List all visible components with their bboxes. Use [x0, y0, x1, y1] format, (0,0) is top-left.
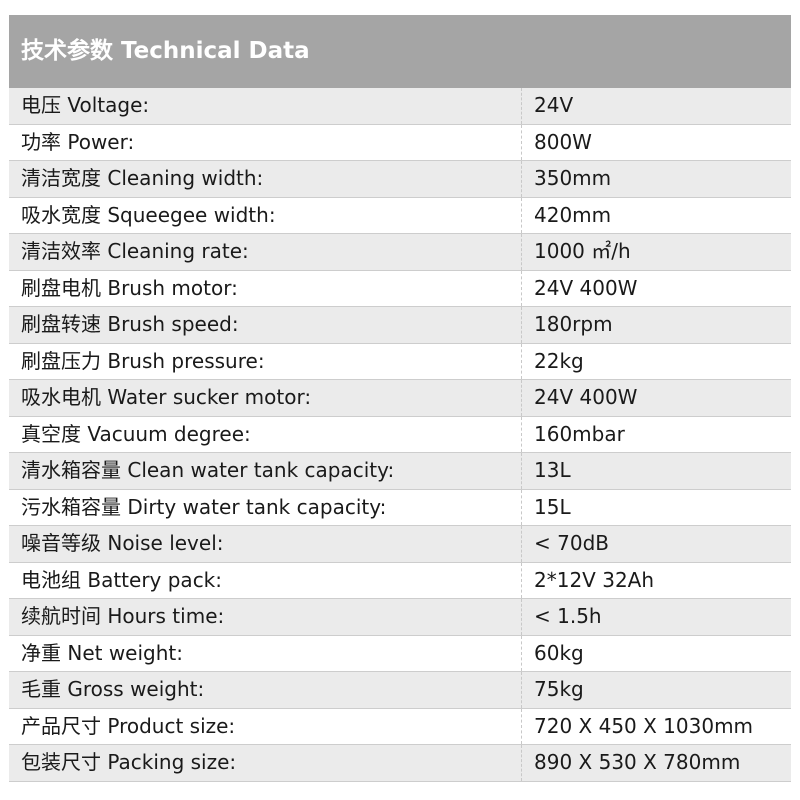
spec-label: 清水箱容量 Clean water tank capacity:: [9, 453, 522, 489]
spec-label: 功率 Power:: [9, 124, 522, 160]
spec-label: 刷盘电机 Brush motor:: [9, 270, 522, 306]
table-row: 清洁效率 Cleaning rate: 1000 ㎡/h: [9, 234, 791, 271]
spec-value: 24V 400W: [534, 275, 638, 300]
table-row: 毛重 Gross weight: 75kg: [9, 672, 791, 709]
table-row: 包装尺寸 Packing size: 890 X 530 X 780mm: [9, 745, 791, 782]
table-row: 清洁宽度 Cleaning width: 350mm: [9, 161, 791, 198]
table-row: 功率 Power: 800W: [9, 124, 791, 161]
spec-value: 22kg: [534, 348, 584, 373]
spec-label: 包装尺寸 Packing size:: [9, 745, 522, 781]
spec-label: 刷盘转速 Brush speed:: [9, 307, 522, 343]
spec-label: 污水箱容量 Dirty water tank capacity:: [9, 489, 522, 525]
spec-value: 1000 ㎡/h: [534, 239, 631, 263]
table-row: 电压 Voltage: 24V: [9, 88, 791, 125]
spec-label: 真空度 Vacuum degree:: [9, 416, 522, 452]
spec-label: 毛重 Gross weight:: [9, 672, 522, 708]
spec-value: 15L: [534, 494, 571, 519]
spec-label: 电压 Voltage:: [9, 88, 522, 124]
table-row: 噪音等级 Noise level: < 70dB: [9, 526, 791, 563]
spec-value: 800W: [534, 129, 592, 154]
spec-value: < 1.5h: [534, 604, 602, 628]
table-row: 吸水电机 Water sucker motor: 24V 400W: [9, 380, 791, 417]
table-row: 刷盘压力 Brush pressure: 22kg: [9, 343, 791, 380]
table-row: 刷盘转速 Brush speed: 180rpm: [9, 307, 791, 344]
spec-table: 电压 Voltage: 24V 功率 Power: 800W 清洁宽度 Cleaning…: [9, 88, 791, 782]
table-title: 技术参数 Technical Data: [9, 15, 791, 88]
spec-value: 160mbar: [534, 421, 625, 446]
spec-value: 24V 400W: [534, 385, 638, 409]
spec-value: < 70dB: [534, 531, 609, 555]
table-row: 吸水宽度 Squeegee width: 420mm: [9, 197, 791, 234]
spec-label: 吸水电机 Water sucker motor:: [9, 380, 522, 416]
spec-value: 2*12V 32Ah: [534, 567, 655, 592]
spec-label: 吸水宽度 Squeegee width:: [9, 197, 522, 233]
spec-label: 电池组 Battery pack:: [9, 562, 522, 598]
table-row: 产品尺寸 Product size: 720 X 450 X 1030mm: [9, 708, 791, 745]
spec-value: 180rpm: [534, 312, 613, 336]
spec-label: 清洁效率 Cleaning rate:: [9, 234, 522, 270]
table-row: 清水箱容量 Clean water tank capacity: 13L: [9, 453, 791, 490]
spec-label: 产品尺寸 Product size:: [9, 708, 522, 744]
spec-value: 420mm: [534, 202, 612, 227]
table-row: 刷盘电机 Brush motor: 24V 400W: [9, 270, 791, 307]
spec-label: 噪音等级 Noise level:: [9, 526, 522, 562]
spec-value: 720 X 450 X 1030mm: [534, 713, 754, 738]
table-row: 续航时间 Hours time: < 1.5h: [9, 599, 791, 636]
spec-value: 350mm: [534, 166, 612, 190]
spec-label: 续航时间 Hours time:: [9, 599, 522, 635]
spec-value: 75kg: [534, 677, 584, 701]
spec-label: 净重 Net weight:: [9, 635, 522, 671]
spec-value: 24V: [534, 93, 574, 117]
spec-value: 890 X 530 X 780mm: [534, 750, 741, 774]
table-row: 净重 Net weight: 60kg: [9, 635, 791, 672]
spec-value: 60kg: [534, 640, 584, 665]
table-row: 污水箱容量 Dirty water tank capacity: 15L: [9, 489, 791, 526]
spec-value: 13L: [534, 458, 571, 482]
table-row: 真空度 Vacuum degree: 160mbar: [9, 416, 791, 453]
table-row: 电池组 Battery pack: 2*12V 32Ah: [9, 562, 791, 599]
spec-label: 清洁宽度 Cleaning width:: [9, 161, 522, 197]
spec-label: 刷盘压力 Brush pressure:: [9, 343, 522, 379]
